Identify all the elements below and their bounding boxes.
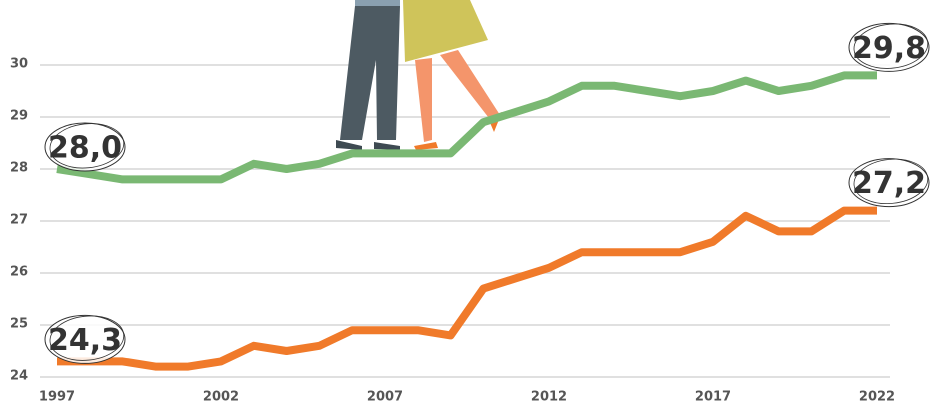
man-legs xyxy=(340,6,400,140)
label-circle xyxy=(853,158,929,205)
y-tick-label: 29 xyxy=(10,109,28,124)
y-tick-label: 25 xyxy=(10,317,28,332)
y-tick-label: 27 xyxy=(10,213,28,228)
label-circle xyxy=(848,22,930,72)
series-line xyxy=(56,71,877,184)
series-line xyxy=(57,206,877,371)
label-circle xyxy=(848,158,930,208)
value-label: 29,8 xyxy=(852,31,926,66)
label-circle xyxy=(44,314,126,364)
y-tick-label: 30 xyxy=(10,57,28,72)
lines xyxy=(56,71,877,371)
x-tick-label: 2012 xyxy=(531,390,567,405)
x-tick-label: 2017 xyxy=(695,390,731,405)
value-label: 27,2 xyxy=(852,166,926,201)
label-circle xyxy=(853,23,929,69)
y-tick-label: 24 xyxy=(10,369,28,384)
labels: 28,0 29,8 24,3 27,2 xyxy=(44,22,930,364)
y-tick-label: 28 xyxy=(10,161,28,176)
woman-dress xyxy=(403,0,488,62)
x-tick-label: 1997 xyxy=(39,390,75,405)
y-tick-label: 26 xyxy=(10,265,28,280)
man-shirt xyxy=(355,0,400,8)
x-tick-label: 2022 xyxy=(859,390,895,405)
grid: 24 25 26 27 28 29 30 1997 2002 2007 2012 2017 2022 xyxy=(10,57,895,405)
man-shoes xyxy=(336,140,400,150)
value-label: 28,0 xyxy=(48,131,122,166)
label-circle xyxy=(49,315,125,361)
x-tick-label: 2002 xyxy=(203,390,239,405)
label-circle xyxy=(44,122,126,172)
label-circle xyxy=(49,123,125,169)
x-tick-label: 2007 xyxy=(367,390,403,405)
woman-legs xyxy=(415,50,500,142)
value-label: 24,3 xyxy=(48,323,122,358)
